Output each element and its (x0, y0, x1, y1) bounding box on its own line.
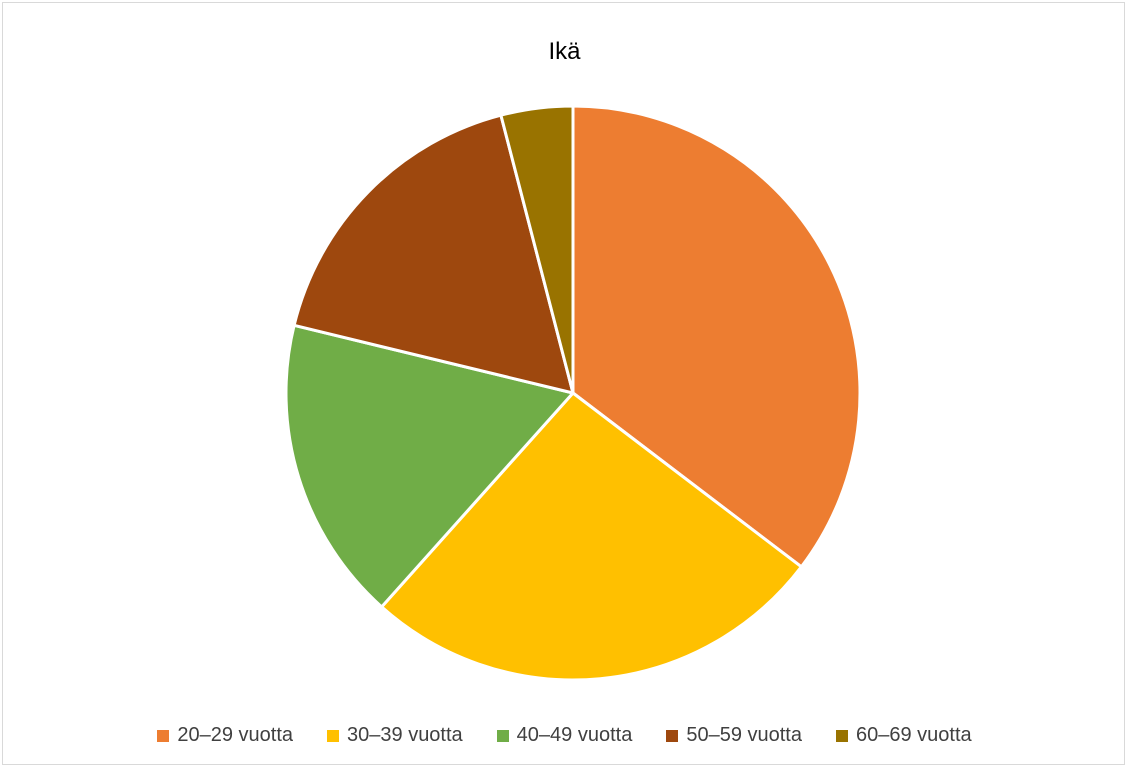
legend-label: 30–39 vuotta (347, 724, 463, 746)
legend-label: 40–49 vuotta (516, 724, 633, 746)
legend-label: 50–59 vuotta (686, 724, 802, 746)
pie-slices (284, 104, 862, 682)
legend-item: 20–29 vuotta (157, 724, 293, 747)
legend-item: 50–59 vuotta (666, 724, 802, 747)
legend-label: 20–29 vuotta (177, 724, 294, 746)
legend-item: 30–39 vuotta (327, 724, 463, 747)
pie-slice-3 (284, 323, 575, 609)
pie-slice-1 (571, 104, 862, 569)
legend-swatch (157, 729, 170, 742)
legend-swatch (496, 729, 509, 742)
chart-title: Ikä (548, 38, 581, 65)
legend-item: 60–69 vuotta (835, 724, 972, 747)
legend-swatch (835, 729, 848, 742)
legend-swatch (666, 729, 679, 742)
pie-slice-2 (380, 391, 803, 682)
legend-swatch (327, 729, 340, 742)
pie-slice-5 (499, 104, 575, 395)
legend-item: 40–49 vuotta (496, 724, 633, 747)
pie-slice-4 (292, 113, 575, 395)
legend-label: 60–69 vuotta (855, 724, 972, 746)
legend: 20–29 vuotta 30–39 vuotta 40–49 vuotta 5… (0, 724, 1129, 747)
